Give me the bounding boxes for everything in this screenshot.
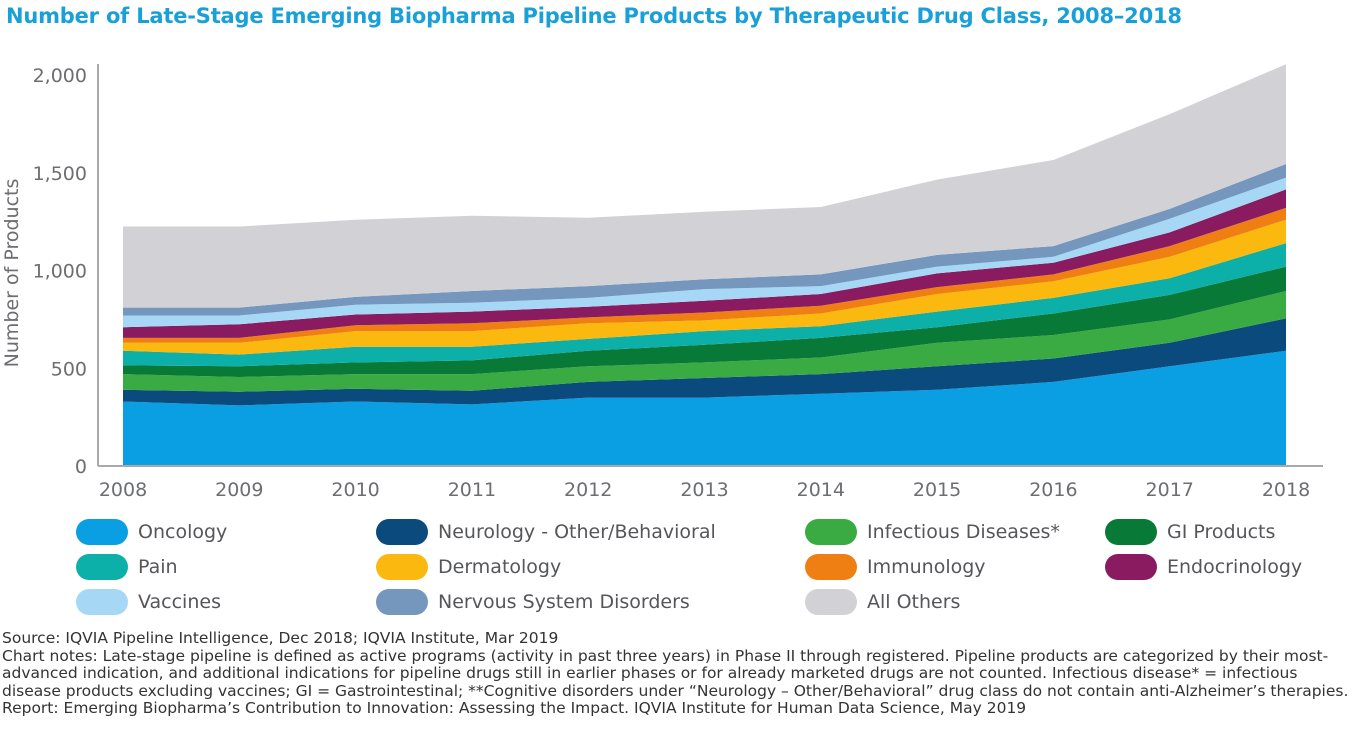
x-tick-label: 2017 [1146, 479, 1194, 501]
x-tick-label: 2014 [797, 479, 845, 501]
x-tick-label: 2016 [1029, 479, 1077, 501]
area-endocrinology [123, 189, 1286, 338]
legend-label: Dermatology [438, 556, 562, 578]
legend-label: Infectious Diseases* [867, 521, 1060, 543]
legend-item: Immunology [805, 552, 986, 582]
legend-item: Endocrinology [1105, 552, 1302, 582]
legend-swatch [376, 589, 428, 615]
legend-swatch [805, 519, 857, 545]
area-dermatology [123, 219, 1286, 355]
x-tick-label: 2018 [1262, 479, 1310, 501]
legend-swatch [76, 519, 128, 545]
area-neurology-other-behavioral [123, 318, 1286, 406]
legend-swatch [76, 589, 128, 615]
chart-notes-text: Chart notes: Late-stage pipeline is defi… [2, 646, 1349, 700]
area-all-others [123, 64, 1286, 308]
y-tick-label: 0 [75, 456, 87, 478]
x-tick-label: 2008 [99, 479, 147, 501]
legend-label: Nervous System Disorders [438, 591, 690, 613]
legend-label: Endocrinology [1167, 556, 1303, 578]
legend-item: Pain [76, 552, 178, 582]
legend-item: Oncology [76, 517, 227, 547]
legend-swatch [76, 554, 128, 580]
legend-item: Nervous System Disorders [376, 587, 690, 617]
y-axis-label: Number of Products [1, 179, 23, 368]
x-tick-label: 2010 [331, 479, 379, 501]
area-oncology [123, 350, 1286, 466]
area-vaccines [123, 177, 1286, 328]
x-tick-labels: 2008 2009 2010 2011 2012 2013 2014 2015 2016 2017… [99, 479, 1310, 501]
legend-swatch [1105, 519, 1157, 545]
x-tick-label: 2013 [680, 479, 728, 501]
chart-axes [97, 64, 1323, 467]
area-infectious-diseases [123, 291, 1286, 392]
y-tick-label: 2,000 [33, 65, 87, 87]
chart-areas [123, 64, 1286, 466]
area-gi-products [123, 266, 1286, 377]
legend-label: Vaccines [138, 591, 221, 613]
y-tick-label: 1,500 [33, 163, 87, 185]
chart-notes: Source: IQVIA Pipeline Intelligence, Dec… [2, 629, 1350, 718]
legend-label: All Others [867, 591, 961, 613]
report-note: Report: Emerging Biopharma’s Contributio… [2, 699, 1027, 718]
chart-svg: 2008 2009 2010 2011 2012 2013 2014 2015 2016 2017… [1, 64, 1323, 501]
x-tick-label: 2011 [448, 479, 496, 501]
legend-item: GI Products [1105, 517, 1275, 547]
legend-swatch [805, 554, 857, 580]
legend-label: Pain [138, 556, 178, 578]
legend-label: GI Products [1167, 521, 1276, 543]
legend-item: All Others [805, 587, 960, 617]
x-tick-label: 2009 [215, 479, 263, 501]
legend-item: Neurology - Other/Behavioral [376, 517, 716, 547]
legend-label: Immunology [867, 556, 986, 578]
legend-swatch [805, 589, 857, 615]
legend-item: Vaccines [76, 587, 221, 617]
x-tick-label: 2015 [913, 479, 961, 501]
legend-label: Neurology - Other/Behavioral [438, 521, 716, 543]
legend-swatch [376, 554, 428, 580]
area-pain [123, 243, 1286, 367]
area-immunology [123, 207, 1286, 343]
x-tick-label: 2012 [564, 479, 612, 501]
y-tick-label: 500 [51, 358, 87, 380]
legend-swatch [376, 519, 428, 545]
legend-swatch [1105, 554, 1157, 580]
y-tick-label: 1,000 [33, 261, 87, 283]
legend-item: Infectious Diseases* [805, 517, 1060, 547]
legend-item: Dermatology [376, 552, 561, 582]
y-tick-labels: 0 500 1,000 1,500 2,000 [33, 65, 87, 478]
legend-label: Oncology [138, 521, 228, 543]
source-note: Source: IQVIA Pipeline Intelligence, Dec… [2, 629, 559, 647]
area-nervous-system-disorders [123, 164, 1286, 316]
chart-title: Number of Late-Stage Emerging Biopharma … [6, 4, 1182, 28]
